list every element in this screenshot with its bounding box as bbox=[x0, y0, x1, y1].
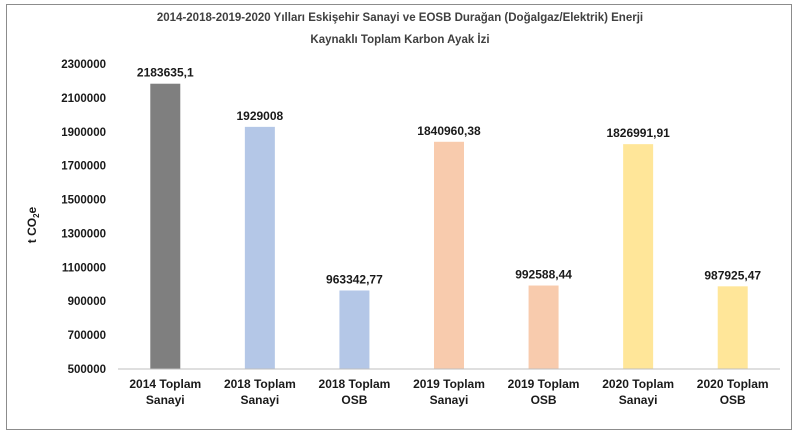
chart-frame bbox=[6, 4, 792, 430]
category-label: Sanayi bbox=[619, 393, 658, 407]
category-label: OSB bbox=[720, 393, 746, 407]
bar bbox=[717, 286, 748, 369]
y-tick-label: 1900000 bbox=[61, 127, 106, 139]
category-label: OSB bbox=[531, 393, 557, 407]
y-tick-label: 900000 bbox=[68, 296, 106, 308]
y-tick-label: 1500000 bbox=[61, 195, 106, 207]
bar-value-label: 1929008 bbox=[236, 109, 283, 123]
category-label: 2020 Toplam bbox=[602, 377, 674, 391]
category-label: 2018 Toplam bbox=[319, 377, 391, 391]
y-tick-label: 700000 bbox=[68, 330, 106, 342]
category-label: OSB bbox=[341, 393, 367, 407]
bar-value-label: 1826991,91 bbox=[606, 126, 670, 140]
bar bbox=[244, 126, 275, 369]
category-label: 2014 Toplam bbox=[129, 377, 201, 391]
category-label: 2020 Toplam bbox=[697, 377, 769, 391]
y-axis-ticks: 500000 700000 900000 1100000 1300000 1500000 1… bbox=[61, 59, 106, 376]
y-tick-label: 1700000 bbox=[61, 161, 106, 173]
bar-value-label: 1840960,38 bbox=[417, 124, 481, 138]
bar bbox=[434, 141, 464, 369]
category-labels: 2014 Toplam Sanayi 2018 Toplam Sanayi 2018 T… bbox=[129, 377, 768, 407]
bar-value-label: 987925,47 bbox=[704, 268, 761, 282]
bar bbox=[623, 144, 654, 369]
bar bbox=[339, 290, 370, 369]
data-labels: 2183635,1 1929008 963342,77 1840960,38 99258… bbox=[137, 66, 761, 287]
bar bbox=[150, 83, 181, 370]
bar-value-label: 992588,44 bbox=[515, 268, 572, 282]
y-axis-label: t CO2e bbox=[25, 206, 41, 243]
chart-title-line-1: 2014-2018-2019-2020 Yılları Eskişehir Sa… bbox=[157, 12, 643, 24]
category-label: Sanayi bbox=[430, 393, 469, 407]
bar bbox=[528, 285, 559, 369]
bar-value-label: 2183635,1 bbox=[137, 66, 194, 80]
chart-title-line-2: Kaynaklı Toplam Karbon Ayak İzi bbox=[310, 33, 489, 46]
bar-series bbox=[150, 83, 748, 370]
category-label: Sanayi bbox=[241, 393, 280, 407]
category-label: Sanayi bbox=[146, 393, 185, 407]
category-label: 2019 Toplam bbox=[508, 377, 580, 391]
y-tick-label: 1300000 bbox=[61, 228, 106, 240]
category-label: 2018 Toplam bbox=[224, 377, 296, 391]
y-tick-label: 2100000 bbox=[61, 93, 106, 105]
y-tick-label: 2300000 bbox=[61, 59, 106, 71]
y-tick-label: 1100000 bbox=[62, 262, 106, 274]
y-tick-label: 500000 bbox=[68, 364, 106, 376]
bar-value-label: 963342,77 bbox=[326, 272, 383, 286]
category-label: 2019 Toplam bbox=[413, 377, 485, 391]
